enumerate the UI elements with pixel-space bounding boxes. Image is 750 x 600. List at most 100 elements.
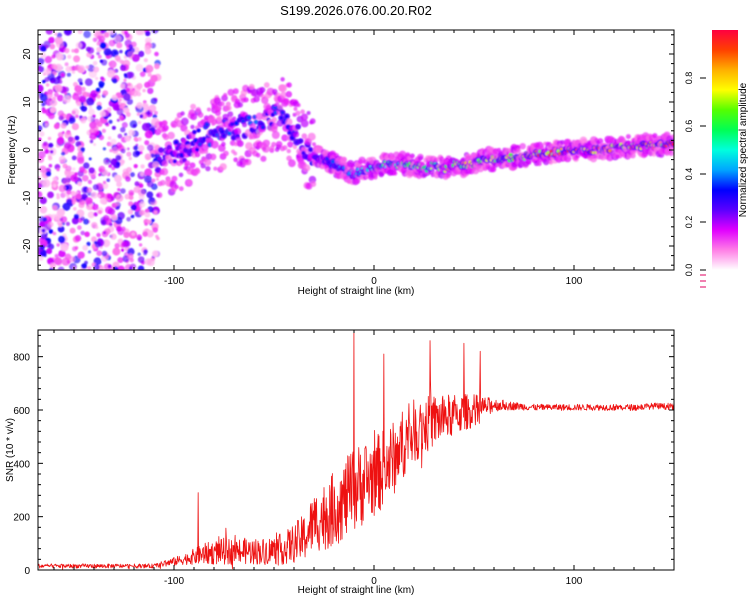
noise-blob — [152, 250, 159, 257]
noise-blob — [101, 128, 106, 133]
ridge-halo — [178, 186, 184, 192]
noise-blob — [93, 66, 100, 73]
noise-blob — [79, 199, 85, 206]
noise-blob — [114, 55, 121, 62]
spectrum-xlabel: Height of straight line (km) — [298, 286, 415, 297]
noise-blob — [120, 116, 125, 121]
ridge-halo — [200, 163, 206, 169]
noise-blob — [52, 177, 58, 182]
ridge-halo — [277, 104, 284, 110]
ridge-halo — [214, 110, 221, 116]
colorbar-tick-label: 0.4 — [684, 168, 694, 181]
ridge-halo — [204, 158, 212, 166]
noise-blob — [138, 145, 145, 152]
ridge-peak — [261, 125, 265, 129]
ridge-halo — [156, 192, 163, 199]
noise-blob — [145, 110, 151, 116]
noise-blob — [93, 143, 97, 146]
noise-blob — [68, 117, 76, 124]
noise-blob — [143, 114, 148, 119]
ridge-halo — [248, 83, 255, 90]
ridge-halo — [652, 152, 656, 157]
ridge-halo — [280, 77, 285, 82]
noise-blob — [138, 194, 145, 201]
noise-blob — [58, 235, 66, 243]
ridge-peak — [179, 153, 184, 158]
noise-blob — [38, 84, 44, 93]
noise-blob — [102, 239, 111, 248]
x-tick-label: 100 — [566, 276, 583, 287]
ridge-halo — [263, 82, 270, 88]
noise-blob — [46, 167, 50, 172]
noise-blob — [87, 266, 92, 270]
noise-blob — [142, 231, 148, 237]
noise-blob — [74, 85, 82, 93]
ridge-peak — [253, 115, 256, 119]
noise-blob — [137, 137, 142, 142]
ridge-halo — [354, 177, 361, 185]
noise-blob — [77, 251, 85, 259]
noise-blob — [115, 201, 120, 207]
spectrum-ylabel: Frequency (Hz) — [7, 116, 18, 185]
ridge-halo — [288, 159, 296, 168]
noise-blob — [64, 170, 72, 177]
noise-blob — [136, 83, 143, 90]
noise-blob — [93, 264, 100, 270]
noise-blob — [147, 144, 154, 151]
noise-blob — [54, 84, 63, 93]
noise-blob — [45, 30, 53, 35]
noise-blob — [81, 263, 87, 269]
noise-blob — [44, 55, 52, 64]
ridge-halo — [285, 91, 293, 98]
noise-blob — [79, 166, 86, 173]
spectrum-blobs — [38, 30, 674, 270]
ridge-peak — [254, 120, 258, 124]
noise-blob — [61, 257, 70, 266]
x-tick-label: 0 — [371, 276, 377, 287]
noise-blob — [61, 131, 65, 135]
noise-blob — [120, 159, 125, 164]
noise-blob — [137, 256, 145, 263]
ridge-halo — [307, 132, 316, 141]
ridge-peak — [167, 145, 171, 149]
noise-blob — [38, 182, 42, 189]
noise-blob — [68, 256, 76, 263]
noise-blob — [152, 227, 158, 233]
noise-blob — [122, 107, 130, 114]
noise-blob — [113, 51, 118, 55]
ridge-peak — [192, 130, 196, 134]
noise-blob — [92, 184, 99, 191]
ridge-halo — [203, 149, 209, 154]
ridge-peak — [331, 159, 335, 164]
noise-blob — [129, 263, 137, 270]
noise-blob — [39, 165, 47, 173]
noise-blob — [75, 193, 82, 200]
noise-blob — [92, 203, 99, 211]
noise-blob — [129, 120, 138, 129]
ridge-halo — [312, 142, 316, 147]
ridge-halo — [261, 96, 269, 104]
ridge-peak — [208, 142, 212, 147]
ridge-halo — [271, 126, 278, 133]
ridge-halo — [625, 134, 631, 140]
noise-blob — [40, 52, 47, 59]
noise-blob — [153, 210, 158, 215]
noise-blob — [154, 63, 160, 70]
noise-blob — [53, 65, 58, 70]
noise-blob — [116, 181, 122, 188]
noise-blob — [103, 231, 107, 235]
ridge-halo — [282, 145, 288, 151]
ridge-halo — [209, 153, 217, 161]
noise-blob — [44, 123, 49, 128]
noise-blob — [87, 211, 95, 219]
ridge-halo — [243, 97, 249, 103]
noise-blob — [83, 162, 90, 169]
noise-blob — [126, 217, 131, 222]
ridge-halo — [303, 164, 311, 172]
noise-blob — [60, 243, 69, 252]
noise-blob — [43, 40, 51, 49]
ridge-halo — [293, 131, 300, 138]
ridge-halo — [275, 141, 283, 148]
ridge-peak — [202, 137, 206, 141]
